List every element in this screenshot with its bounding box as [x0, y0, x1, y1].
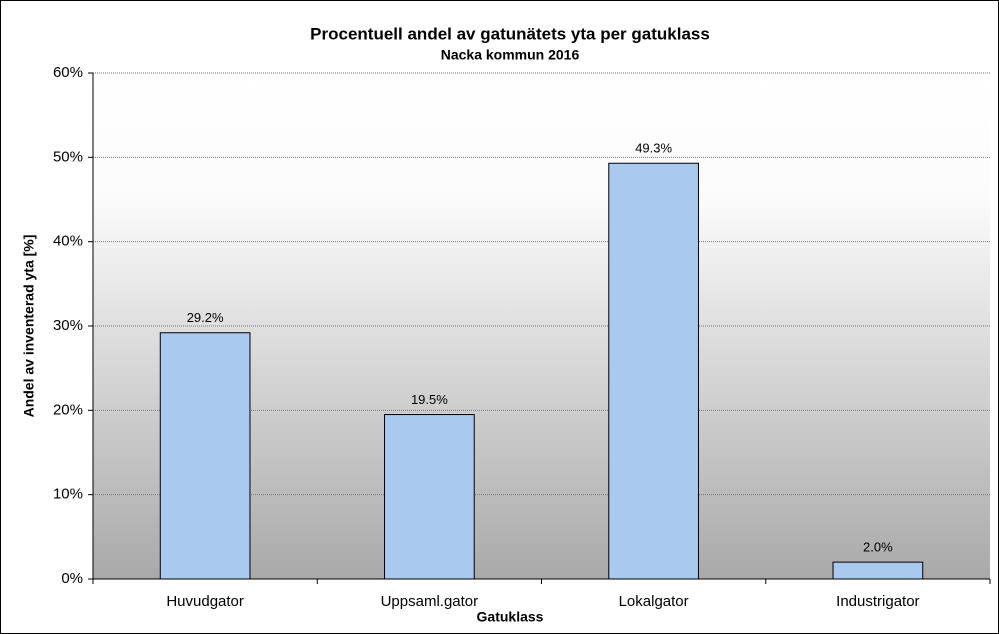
bar: [159, 332, 251, 580]
y-tick-label: 10%: [53, 486, 83, 503]
x-tick-label: Lokalgator: [619, 593, 689, 610]
bar: [608, 162, 699, 580]
bar: [832, 561, 924, 580]
x-tick-label: Uppsaml.gator: [381, 593, 479, 610]
x-tick-label: Industrigator: [836, 593, 919, 610]
bar: [384, 414, 475, 580]
data-label: 2.0%: [863, 540, 893, 555]
x-tick-label: Huvudgator: [166, 593, 244, 610]
y-tick-label: 60%: [53, 64, 83, 81]
y-tick-label: 30%: [53, 317, 83, 334]
data-label: 49.3%: [635, 141, 672, 156]
x-axis-label: Gatuklass: [477, 609, 544, 625]
y-tick-label: 40%: [53, 233, 83, 250]
y-axis-label: Andel av inventerad yta [%]: [21, 235, 37, 418]
y-tick-label: 50%: [53, 148, 83, 165]
chart-subtitle: Nacka kommun 2016: [441, 47, 580, 63]
data-label: 19.5%: [411, 392, 448, 407]
y-tick-label: 0%: [61, 570, 83, 587]
data-label: 29.2%: [187, 310, 224, 325]
chart-title: Procentuell andel av gatunätets yta per …: [310, 24, 710, 43]
y-tick-label: 20%: [53, 401, 83, 418]
